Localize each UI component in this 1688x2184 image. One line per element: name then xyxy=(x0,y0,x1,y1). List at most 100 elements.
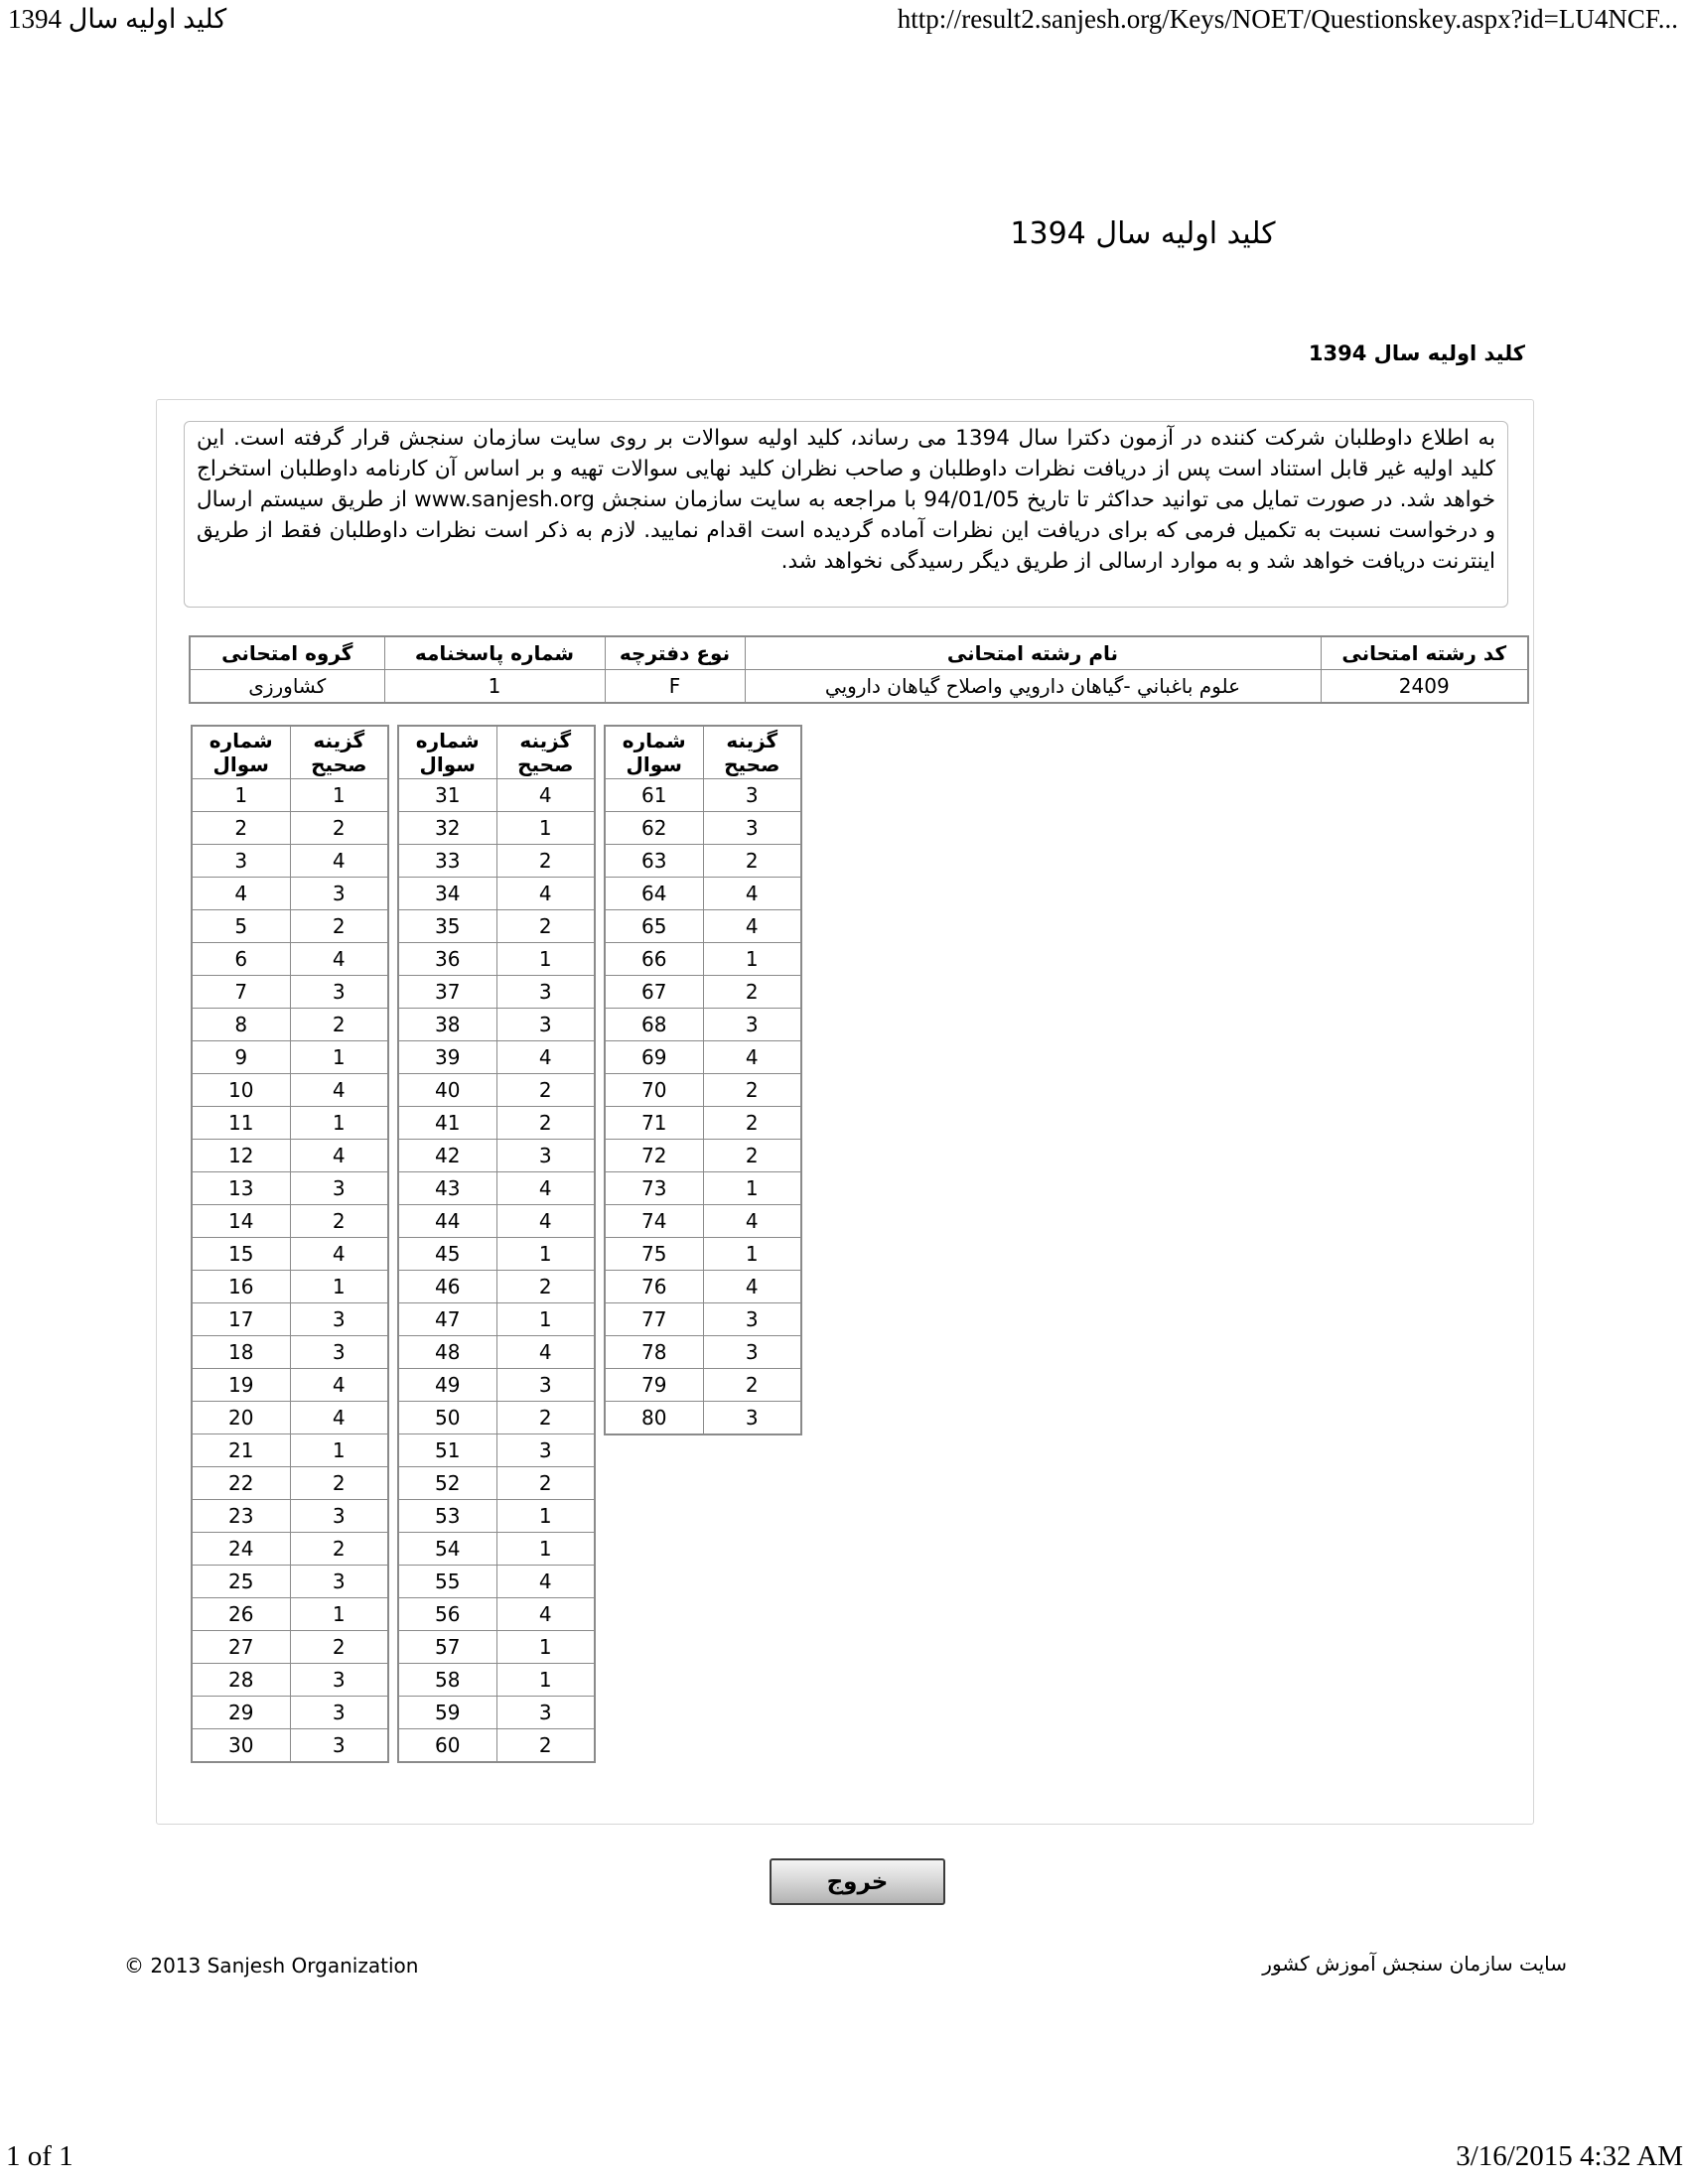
correct-option-cell: 4 xyxy=(289,942,389,976)
correct-option-cell: 1 xyxy=(495,942,596,976)
correct-option-cell: 4 xyxy=(289,1139,389,1172)
question-number-cell: 25 xyxy=(191,1565,291,1598)
answer-row: 46 2 xyxy=(397,1270,596,1303)
correct-option-cell: 2 xyxy=(289,1204,389,1238)
answer-row: 18 3 xyxy=(191,1335,389,1369)
question-number-cell: 38 xyxy=(397,1008,497,1041)
question-number-cell: 69 xyxy=(604,1040,704,1074)
correct-option-cell: 4 xyxy=(495,1565,596,1598)
correct-option-cell: 3 xyxy=(289,1565,389,1598)
answer-row: 14 2 xyxy=(191,1204,389,1238)
question-number-cell: 23 xyxy=(191,1499,291,1533)
answer-row: 79 2 xyxy=(604,1368,802,1402)
correct-option-cell: 4 xyxy=(289,844,389,878)
question-number-cell: 39 xyxy=(397,1040,497,1074)
answer-row: 15 4 xyxy=(191,1237,389,1271)
answer-row: 42 3 xyxy=(397,1139,596,1172)
answer-row: 23 3 xyxy=(191,1499,389,1533)
correct-option-cell: 3 xyxy=(495,1368,596,1402)
correct-option-header: گزینه صحیح xyxy=(702,725,802,779)
header-exam-group: گروه امتحانی xyxy=(189,635,385,670)
question-number-cell: 33 xyxy=(397,844,497,878)
header-exam-code: کد رشته امتحانی xyxy=(1320,635,1529,670)
answer-table-61-80: شماره سوال گزینه صحیح 61 3 62 3 63 2 64 4 65 4 66 1… xyxy=(604,725,802,1435)
exit-button[interactable]: خروج xyxy=(770,1858,945,1905)
answer-row: 28 3 xyxy=(191,1663,389,1697)
question-number-cell: 4 xyxy=(191,877,291,910)
correct-option-cell: 3 xyxy=(702,1401,802,1434)
answer-row: 78 3 xyxy=(604,1335,802,1369)
correct-option-cell: 2 xyxy=(702,1139,802,1172)
question-number-cell: 63 xyxy=(604,844,704,878)
answer-row: 34 4 xyxy=(397,877,596,910)
correct-option-cell: 1 xyxy=(289,1106,389,1140)
correct-option-cell: 1 xyxy=(289,1433,389,1467)
correct-option-cell: 4 xyxy=(495,1204,596,1238)
answer-row: 76 4 xyxy=(604,1270,802,1303)
question-number-cell: 72 xyxy=(604,1139,704,1172)
question-number-cell: 5 xyxy=(191,909,291,943)
question-number-cell: 36 xyxy=(397,942,497,976)
correct-option-cell: 3 xyxy=(289,1335,389,1369)
correct-option-cell: 1 xyxy=(702,1237,802,1271)
print-footer-page-indicator: 1 of 1 xyxy=(6,2140,73,2172)
correct-option-cell: 1 xyxy=(495,1499,596,1533)
correct-option-header: گزینه صحیح xyxy=(495,725,596,779)
question-number-cell: 10 xyxy=(191,1073,291,1107)
question-number-cell: 24 xyxy=(191,1532,291,1566)
value-exam-group: کشاورزی xyxy=(189,668,385,704)
correct-option-cell: 1 xyxy=(289,778,389,812)
question-number-cell: 9 xyxy=(191,1040,291,1074)
correct-option-cell: 1 xyxy=(289,1040,389,1074)
answer-row: 80 3 xyxy=(604,1401,802,1434)
correct-option-cell: 4 xyxy=(495,1335,596,1369)
correct-option-cell: 3 xyxy=(289,877,389,910)
question-number-cell: 32 xyxy=(397,811,497,845)
question-number-cell: 78 xyxy=(604,1335,704,1369)
copyright-text: © 2013 Sanjesh Organization xyxy=(124,1954,419,1978)
correct-option-cell: 2 xyxy=(495,1401,596,1434)
print-header-document-title: کلید اولیه سال 1394 xyxy=(8,4,227,34)
answer-row: 21 1 xyxy=(191,1433,389,1467)
correct-option-cell: 2 xyxy=(289,909,389,943)
page-title: کلید اولیه سال 1394 xyxy=(1010,216,1276,251)
answer-row: 67 2 xyxy=(604,975,802,1009)
question-number-cell: 26 xyxy=(191,1597,291,1631)
question-number-cell: 46 xyxy=(397,1270,497,1303)
answer-row: 47 1 xyxy=(397,1302,596,1336)
answer-row: 62 3 xyxy=(604,811,802,845)
section-title: کلید اولیه سال 1394 xyxy=(1308,341,1525,365)
answer-row: 54 1 xyxy=(397,1532,596,1566)
question-header-line2: سوال xyxy=(419,752,476,776)
answer-row: 33 2 xyxy=(397,844,596,878)
correct-option-cell: 3 xyxy=(702,811,802,845)
correct-option-cell: 2 xyxy=(495,909,596,943)
answer-row: 40 2 xyxy=(397,1073,596,1107)
correct-option-cell: 2 xyxy=(495,1106,596,1140)
correct-option-cell: 1 xyxy=(495,1532,596,1566)
correct-option-cell: 4 xyxy=(702,1270,802,1303)
question-header-line1: شماره xyxy=(622,729,686,752)
question-number-cell: 67 xyxy=(604,975,704,1009)
correct-option-cell: 4 xyxy=(289,1368,389,1402)
answer-header-line1: گزینه xyxy=(313,729,365,752)
correct-option-cell: 4 xyxy=(702,1040,802,1074)
question-number-cell: 44 xyxy=(397,1204,497,1238)
answer-row: 25 3 xyxy=(191,1565,389,1598)
answer-row: 49 3 xyxy=(397,1368,596,1402)
correct-option-cell: 1 xyxy=(289,1270,389,1303)
correct-option-cell: 2 xyxy=(495,1270,596,1303)
correct-option-cell: 3 xyxy=(702,1008,802,1041)
answer-row: 37 3 xyxy=(397,975,596,1009)
value-field-name: علوم باغباني -گياهان دارويي واصلاح گياها… xyxy=(744,668,1322,704)
question-number-cell: 66 xyxy=(604,942,704,976)
answer-row: 12 4 xyxy=(191,1139,389,1172)
question-number-cell: 42 xyxy=(397,1139,497,1172)
correct-option-cell: 1 xyxy=(702,942,802,976)
answer-row: 13 3 xyxy=(191,1171,389,1205)
question-number-header: شماره سوال xyxy=(604,725,704,779)
answer-header-row: شماره سوال گزینه صحیح xyxy=(604,725,802,779)
